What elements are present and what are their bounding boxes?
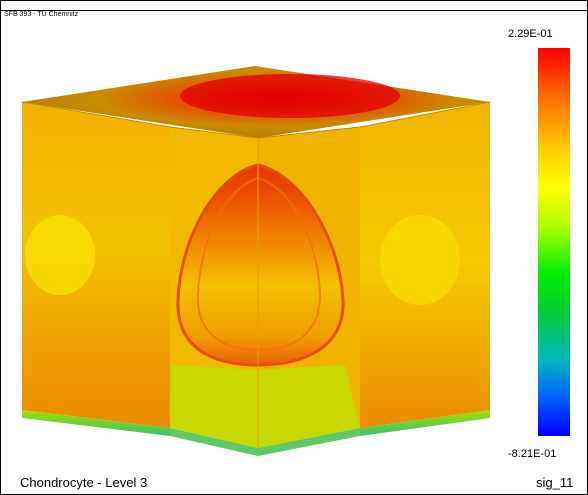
colorbar-min-label: -8.21E-01 xyxy=(508,448,557,460)
header-label: SFB 393 - TU Chemnitz xyxy=(4,11,79,18)
bottom-rim-left xyxy=(22,410,170,436)
green-band xyxy=(170,365,360,448)
colorbar xyxy=(538,48,570,436)
top-hotspot xyxy=(180,74,400,118)
left-face xyxy=(22,102,170,428)
variable-label: sig_11 xyxy=(536,475,574,490)
bottom-rim-inner xyxy=(170,428,360,456)
bottom-rim-right xyxy=(360,410,490,436)
plot-title: Chondrocyte - Level 3 xyxy=(20,475,148,490)
colorbar-max-label: 2.29E-01 xyxy=(508,28,553,40)
top-strip xyxy=(0,0,588,11)
